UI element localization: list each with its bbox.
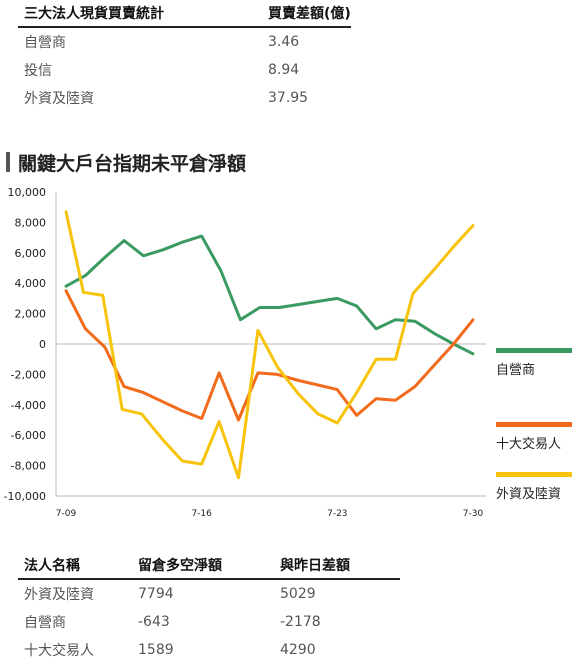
y-tick-label: 10,000 <box>8 186 47 199</box>
net-position-value: 1589 <box>138 642 174 658</box>
legend-label: 自營商 <box>496 363 536 378</box>
x-tick-label: 7-09 <box>56 509 77 519</box>
y-tick-label: -2,000 <box>11 368 46 381</box>
legend-swatch <box>496 348 572 353</box>
column-header-net-position: 留倉多空淨額 <box>138 558 222 574</box>
series-line-1 <box>64 289 475 422</box>
x-tick-label: 7-16 <box>191 509 212 519</box>
institution-name: 十大交易人 <box>24 643 94 659</box>
institution-name: 外資及陸資 <box>24 91 94 107</box>
x-tick-label: 7-30 <box>463 509 484 519</box>
y-tick-label: -8,000 <box>11 460 46 473</box>
title-accent-bar <box>6 152 10 172</box>
table-row: 外資及陸資 37.95 <box>18 84 351 112</box>
daily-change-value: 5029 <box>280 586 316 602</box>
institution-name: 外資及陸資 <box>24 587 94 603</box>
series-line-2 <box>64 210 475 480</box>
table-header-row: 法人名稱 留倉多空淨額 與昨日差額 <box>18 552 400 579</box>
legend-item-foreign-investors: 外資及陸資 <box>496 472 572 502</box>
column-header-daily-change: 與昨日差額 <box>280 558 350 574</box>
y-tick-label: 4,000 <box>15 277 47 290</box>
table-row: 自營商 -643 -2178 <box>18 608 400 636</box>
section-title: 關鍵大戶台指期未平倉淨額 <box>6 148 246 176</box>
legend-label: 外資及陸資 <box>496 487 562 502</box>
column-header-institution: 三大法人現貨買賣統計 <box>24 6 164 22</box>
column-header-net-amount: 買賣差額(億) <box>268 6 351 22</box>
open-interest-table: 法人名稱 留倉多空淨額 與昨日差額 外資及陸資 7794 5029 自營商 -6… <box>18 552 400 664</box>
net-amount-value: 8.94 <box>268 62 300 78</box>
futures-open-interest-line-chart: 10,000 8,000 6,000 4,000 2,000 0 -2,000 -4,000 -… <box>4 186 486 519</box>
y-tick-label: 2,000 <box>15 308 47 321</box>
y-tick-label: -10,000 <box>4 490 46 503</box>
y-tick-label: -6,000 <box>11 429 46 442</box>
y-tick-label: 6,000 <box>15 247 47 260</box>
institution-name: 自營商 <box>24 35 66 51</box>
institution-name: 自營商 <box>24 615 66 631</box>
daily-change-value: -2178 <box>280 614 321 630</box>
y-tick-label: 8,000 <box>15 216 47 229</box>
legend-item-top-ten-traders: 十大交易人 <box>496 422 572 452</box>
x-tick-label: 7-23 <box>327 509 347 519</box>
net-amount-value: 37.95 <box>268 90 309 106</box>
table-row: 外資及陸資 7794 5029 <box>18 579 400 608</box>
net-position-value: 7794 <box>138 586 174 602</box>
legend-swatch <box>496 472 572 477</box>
net-amount-value: 3.46 <box>268 34 300 50</box>
y-tick-label: 0 <box>39 338 46 351</box>
daily-change-value: 4290 <box>280 642 316 658</box>
net-position-value: -643 <box>138 614 170 630</box>
table-row: 自營商 3.46 <box>18 27 351 56</box>
spot-trading-summary-table: 三大法人現貨買賣統計 買賣差額(億) 自營商 3.46 投信 8.94 外資及陸… <box>18 0 351 112</box>
table-row: 十大交易人 1589 4290 <box>18 636 400 664</box>
table-header-row: 三大法人現貨買賣統計 買賣差額(億) <box>18 0 351 27</box>
table-row: 投信 8.94 <box>18 56 351 84</box>
legend-item-dealers: 自營商 <box>496 348 572 378</box>
legend-swatch <box>496 422 572 427</box>
legend-label: 十大交易人 <box>496 437 562 452</box>
column-header-institution: 法人名稱 <box>24 558 80 574</box>
institution-name: 投信 <box>24 63 52 79</box>
y-tick-label: -4,000 <box>11 399 46 412</box>
section-title-text: 關鍵大戶台指期未平倉淨額 <box>18 152 247 175</box>
